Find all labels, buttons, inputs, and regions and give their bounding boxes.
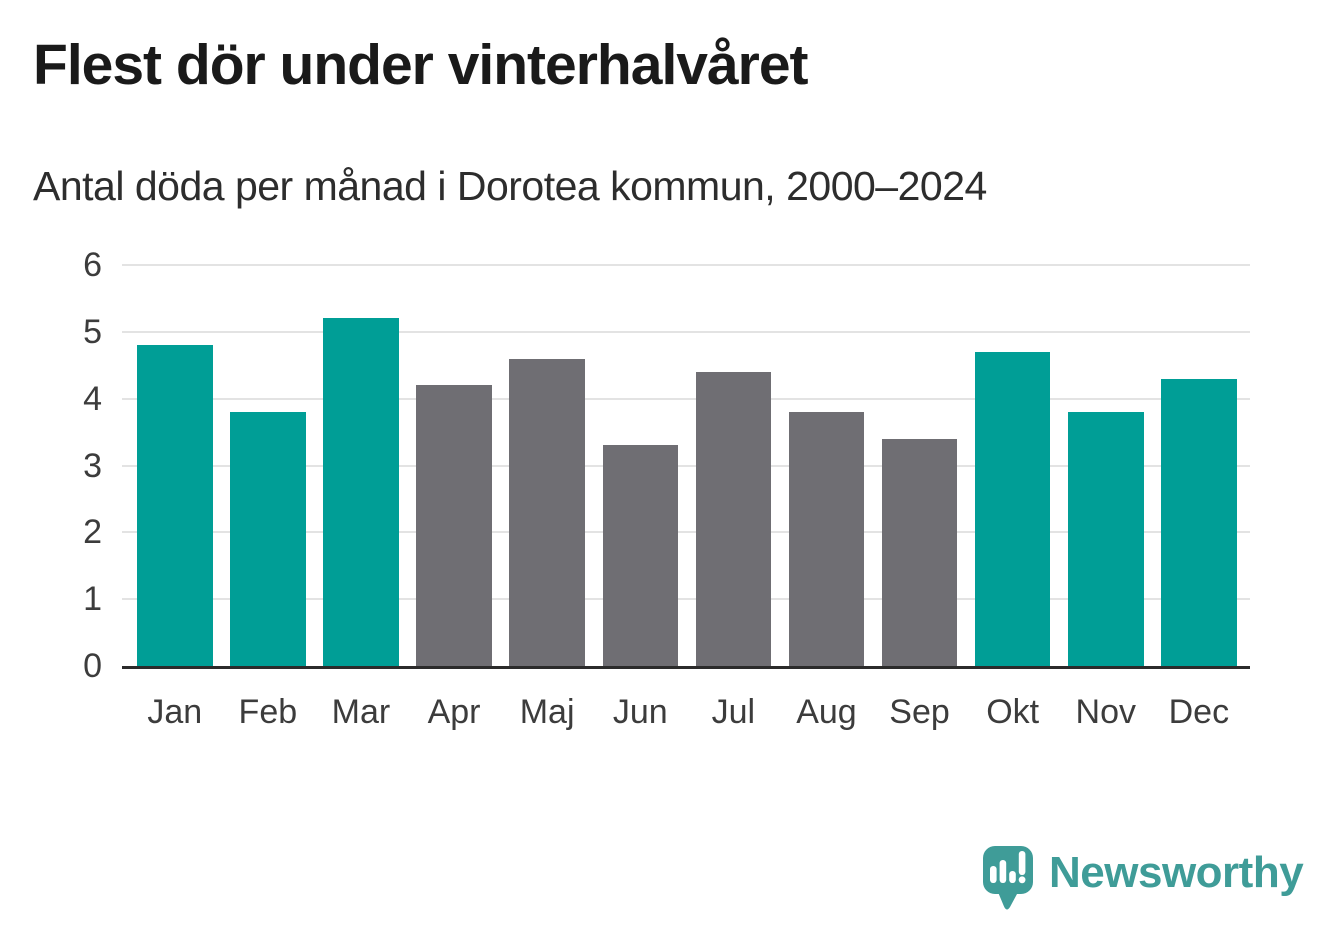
gridline-y-6	[122, 264, 1250, 266]
x-tick-label-jan: Jan	[147, 693, 203, 731]
y-tick-label-2: 2	[83, 513, 102, 552]
bar-apr	[416, 385, 492, 666]
x-tick-label-jun: Jun	[612, 693, 668, 731]
bar-chart-speech-bubble-icon	[983, 846, 1033, 910]
chart-title: Flest dör under vinterhalvåret	[33, 33, 809, 97]
bar-jan	[137, 345, 213, 666]
gridline-y-3	[122, 464, 1250, 467]
y-tick-label-0: 0	[83, 647, 102, 685]
y-tick-label-5: 5	[83, 312, 102, 351]
x-tick-label-apr: Apr	[427, 693, 481, 731]
bar-feb	[230, 412, 306, 666]
x-tick-label-feb: Feb	[238, 693, 298, 731]
x-tick-label-jul: Jul	[711, 693, 756, 731]
plot-area	[122, 264, 1250, 669]
x-tick-label-nov: Nov	[1075, 693, 1136, 731]
x-tick-label-maj: Maj	[519, 693, 575, 731]
gridline-y-2	[122, 531, 1250, 534]
bar-aug	[788, 412, 865, 666]
bar-jul	[695, 371, 772, 666]
chart-subtitle: Antal döda per månad i Dorotea kommun, 2…	[33, 163, 987, 209]
x-tick-label-dec: Dec	[1168, 693, 1230, 731]
bar-dec	[1161, 378, 1237, 666]
bar-sep	[881, 438, 958, 666]
newsworthy-logo-text: Newsworthy	[1049, 848, 1304, 897]
bar-nov	[1068, 412, 1144, 666]
gridline-y-5	[122, 330, 1250, 333]
bar-okt	[974, 351, 1051, 666]
bar-jun	[602, 445, 678, 666]
y-tick-label-6: 6	[83, 246, 102, 284]
gridline-y-4	[122, 397, 1250, 400]
x-tick-label-mar: Mar	[331, 693, 391, 731]
x-tick-label-aug: Aug	[796, 693, 857, 731]
y-tick-label-1: 1	[83, 580, 102, 619]
gridline-y-1	[122, 598, 1250, 601]
newsworthy-logo: Newsworthy	[983, 846, 1304, 916]
y-tick-label-3: 3	[83, 446, 102, 485]
bar-mar	[323, 318, 399, 666]
x-tick-label-okt: Okt	[986, 693, 1040, 731]
y-tick-label-4: 4	[83, 379, 102, 418]
bar-maj	[509, 358, 585, 666]
x-tick-label-sep: Sep	[889, 693, 950, 731]
